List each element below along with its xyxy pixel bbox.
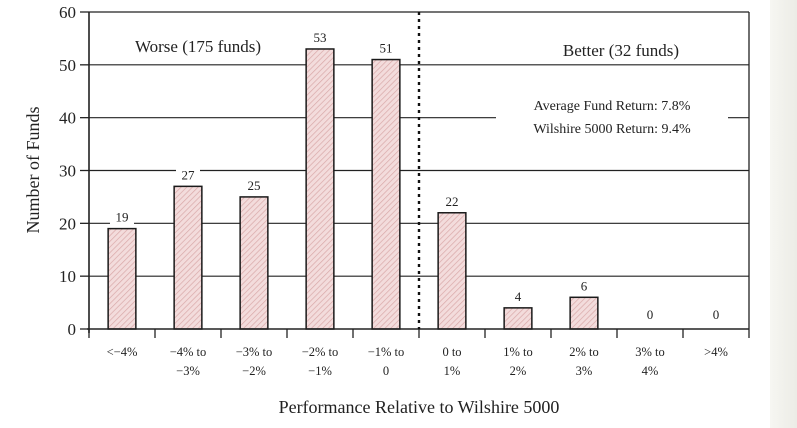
x-axis-title: Performance Relative to Wilshire 5000: [279, 397, 560, 417]
plot-frame: [87, 11, 750, 333]
x-tick-label: 3%: [576, 364, 593, 378]
x-tick-label: −4% to: [170, 345, 207, 359]
returns-box-bg: [496, 94, 728, 140]
bar: [239, 196, 269, 330]
wilshire-return: Wilshire 5000 Return: 9.4%: [533, 122, 691, 137]
x-tick-label: −3% to: [236, 345, 273, 359]
data-label: 22: [446, 194, 459, 209]
data-label-bg: [374, 39, 398, 56]
y-tick-label: 20: [59, 214, 76, 233]
data-label: 0: [647, 307, 654, 322]
better-label-bg: [536, 36, 706, 62]
x-tick-label: 2% to: [569, 345, 599, 359]
y-tick-label: 0: [68, 320, 77, 339]
x-tick-label: 3% to: [635, 345, 665, 359]
bars: [107, 48, 599, 330]
worse-annotation: Worse (175 funds): [135, 37, 261, 56]
data-label: 0: [713, 307, 720, 322]
x-tick-label: −2%: [242, 364, 266, 378]
x-tick-label: −1% to: [368, 345, 405, 359]
data-label-bg: [704, 306, 728, 322]
x-tick-label: −2% to: [302, 345, 339, 359]
data-label-bg: [110, 208, 134, 225]
x-tick-label: 4%: [642, 364, 659, 378]
data-label: 25: [248, 178, 261, 193]
data-label-bg: [572, 277, 596, 294]
bar: [437, 212, 467, 330]
data-label-bg: [638, 306, 662, 322]
x-tick-label: <−4%: [107, 345, 138, 359]
average-fund-return: Average Fund Return: 7.8%: [534, 99, 691, 114]
page-edge: [770, 0, 797, 428]
bar: [305, 48, 335, 330]
data-label: 53: [314, 30, 327, 45]
y-tick-label: 60: [59, 3, 76, 22]
x-tick-label: 0 to: [442, 345, 461, 359]
data-labels: 19 27 25 53 51 22 4 6 0 0: [110, 28, 728, 322]
data-label: 27: [182, 167, 196, 182]
better-annotation: Better (32 funds): [563, 41, 679, 60]
x-tick-label: 2%: [510, 364, 527, 378]
y-tick-label: 30: [59, 162, 76, 181]
bar: [371, 58, 401, 330]
bar: [503, 307, 533, 330]
data-label: 6: [581, 278, 588, 293]
data-label: 51: [380, 41, 393, 56]
x-tick-label: >4%: [704, 345, 728, 359]
data-label-bg: [176, 166, 200, 183]
data-label-bg: [242, 176, 266, 193]
data-label: 4: [515, 289, 522, 304]
bar: [569, 296, 599, 330]
data-label-bg: [440, 192, 464, 209]
y-tick-label: 50: [59, 56, 76, 75]
worse-label-bg: [112, 32, 292, 58]
bar: [107, 227, 137, 330]
y-tick-label: 40: [59, 109, 76, 128]
x-tick-label: −1%: [308, 364, 332, 378]
y-tick-label: 10: [59, 267, 76, 286]
data-label-bg: [308, 28, 332, 45]
x-tick-label: −3%: [176, 364, 200, 378]
data-label-bg: [506, 287, 530, 304]
x-tick-label: 1% to: [503, 345, 533, 359]
x-tick-label: 0: [383, 364, 389, 378]
x-tick-label: 1%: [444, 364, 461, 378]
data-label: 19: [116, 210, 129, 225]
y-axis-title: Number of Funds: [23, 107, 43, 234]
bar: [173, 185, 203, 330]
